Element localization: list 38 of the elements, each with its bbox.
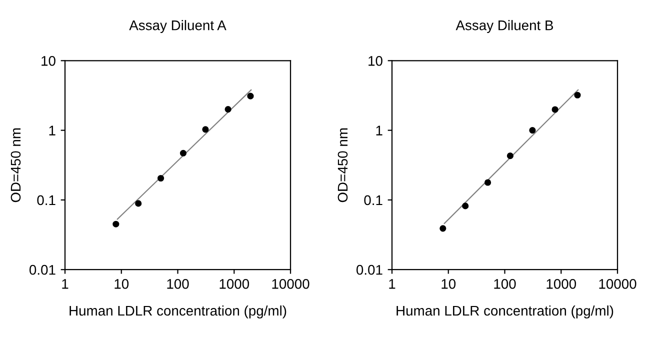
chart-title: Assay Diluent A	[129, 20, 226, 33]
point	[440, 225, 446, 232]
x-tick-label: 10	[442, 278, 456, 289]
point	[180, 150, 187, 156]
x-axis-title: Human LDLR concentration (pg/ml)	[396, 305, 614, 318]
y-tick-label: 0.1	[37, 195, 56, 206]
point	[135, 200, 142, 207]
point	[552, 106, 558, 113]
y-tick-label: 0.1	[364, 195, 382, 206]
point	[202, 126, 209, 133]
y-axis-title: OD=450 nm	[10, 128, 21, 202]
x-tick-label: 1	[389, 279, 396, 289]
point	[112, 220, 120, 228]
x-tick-label: 10000	[599, 278, 636, 289]
y-tick-label: 1	[376, 126, 382, 136]
x-tick-label: 10000	[272, 278, 310, 289]
y-tick-label: 10	[42, 56, 56, 66]
y-tick-label: 0.01	[29, 264, 56, 275]
y-axis-title: OD=450 nm	[338, 128, 348, 202]
x-tick-label: 100	[494, 278, 516, 289]
point	[247, 92, 254, 100]
y-tick-label: 0.01	[356, 264, 382, 275]
point	[224, 106, 232, 113]
point	[574, 92, 581, 98]
x-tick-label: 1000	[220, 278, 250, 289]
point	[462, 202, 469, 210]
y-tick-label: 1	[49, 126, 56, 136]
x-tick-label: 100	[167, 278, 189, 289]
y-tick-label: 10	[368, 56, 382, 66]
x-tick-label: 1	[62, 279, 68, 289]
point	[529, 127, 536, 134]
chart-title: Assay Diluent B	[456, 20, 554, 33]
point	[506, 152, 514, 160]
point	[157, 174, 164, 182]
x-axis-title: Human LDLR concentration (pg/ml)	[70, 305, 286, 318]
point	[484, 179, 492, 186]
x-tick-label: 10	[114, 278, 129, 289]
x-tick-label: 1000	[546, 278, 576, 289]
